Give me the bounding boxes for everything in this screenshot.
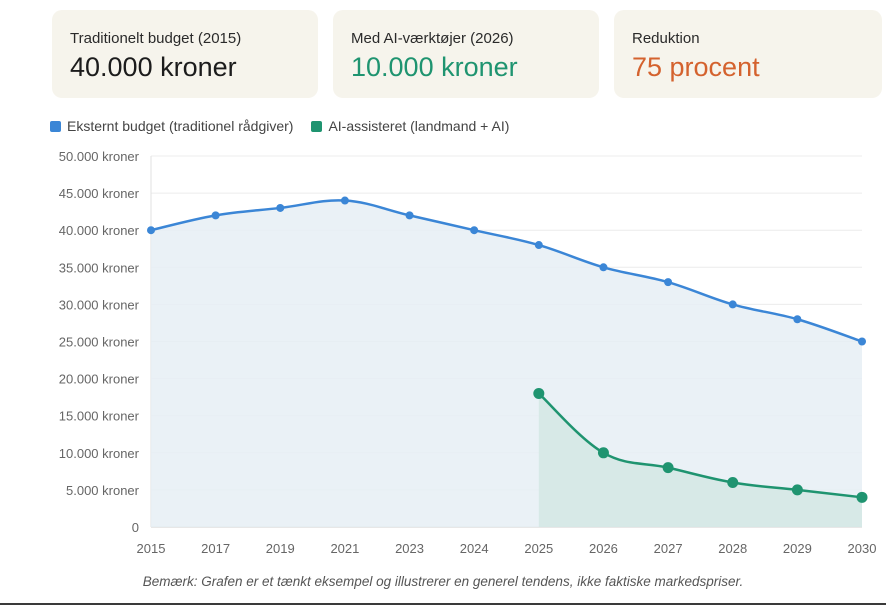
y-tick-label: 25.000 kroner [59,335,140,350]
data-point-series0-2025 [534,241,543,250]
x-tick-label: 2024 [460,541,489,556]
data-point-series1-2028 [727,476,739,488]
data-point-series1-2025 [533,387,545,399]
series-line-0 [150,199,863,343]
data-point-series0-2030 [858,337,866,346]
stat-card-reduction: Reduktion 75 procent [614,10,882,98]
y-tick-label: 45.000 kroner [59,186,140,201]
data-point-series1-2027 [662,462,674,474]
x-tick-label: 2029 [783,541,812,556]
x-tick-label: 2017 [201,541,230,556]
stat-label: Reduktion [632,30,700,47]
y-tick-label: 30.000 kroner [59,297,140,312]
data-point-series0-2027 [664,278,673,287]
chart-note: Bemærk: Grafen er et tænkt eksempel og i… [142,574,744,589]
y-tick-label: 0 [132,520,139,535]
chart-legend: Eksternt budget (traditionel rådgiver) A… [50,118,527,134]
legend-label: Eksternt budget (traditionel rådgiver) [67,118,294,134]
data-point-series0-2024 [470,226,479,235]
y-tick-label: 5.000 kroner [66,483,140,498]
bottom-border [0,603,886,605]
legend-swatch-external [50,120,61,132]
stat-value: 40.000 kroner [70,52,237,82]
x-tick-label: 2030 [848,541,877,556]
stat-card-traditional: Traditionelt budget (2015) 40.000 kroner [52,10,318,98]
legend-swatch-ai [311,120,323,132]
data-point-series0-2026 [599,263,608,272]
legend-label: AI-assisteret (landmand + AI) [328,118,510,134]
x-tick-label: 2023 [395,541,424,556]
line-chart: 0 5.000 kroner 10.000 kroner 15.000 kroner 2… [59,149,877,556]
y-tick-label: 10.000 kroner [59,446,140,461]
y-tick-label: 35.000 kroner [59,260,140,275]
data-point-series0-2017 [211,211,220,220]
stat-value: 75 procent [632,52,760,82]
x-tick-label: 2021 [330,541,359,556]
data-point-series0-2021 [340,196,349,205]
x-tick-label: 2025 [524,541,553,556]
data-point-series0-2019 [276,203,285,212]
x-tick-label: 2015 [137,541,166,556]
data-point-series0-2015 [147,226,155,235]
stat-label: Traditionelt budget (2015) [70,30,242,47]
x-tick-label: 2027 [654,541,683,556]
data-point-series0-2029 [793,315,802,324]
stat-card-ai: Med AI-værktøjer (2026) 10.000 kroner [333,10,599,98]
x-tick-label: 2028 [718,541,747,556]
stat-label: Med AI-værktøjer (2026) [351,30,514,47]
data-point-series0-2023 [405,211,414,220]
y-tick-label: 50.000 kroner [59,149,140,164]
data-point-series0-2028 [728,300,737,309]
series-area-1 [538,393,862,527]
y-tick-label: 40.000 kroner [59,223,140,238]
x-tick-label: 2026 [589,541,618,556]
legend-item-external[interactable]: Eksternt budget (traditionel rådgiver) [50,118,293,134]
data-point-series1-2030 [856,491,868,503]
y-tick-label: 15.000 kroner [59,409,140,424]
series-area-0 [151,200,862,527]
legend-item-ai[interactable]: AI-assisteret (landmand + AI) [311,118,509,134]
y-tick-label: 20.000 kroner [59,372,140,387]
data-point-series1-2029 [791,484,803,496]
x-tick-label: 2019 [266,541,295,556]
stat-value: 10.000 kroner [351,52,518,82]
data-point-series1-2026 [597,447,609,459]
